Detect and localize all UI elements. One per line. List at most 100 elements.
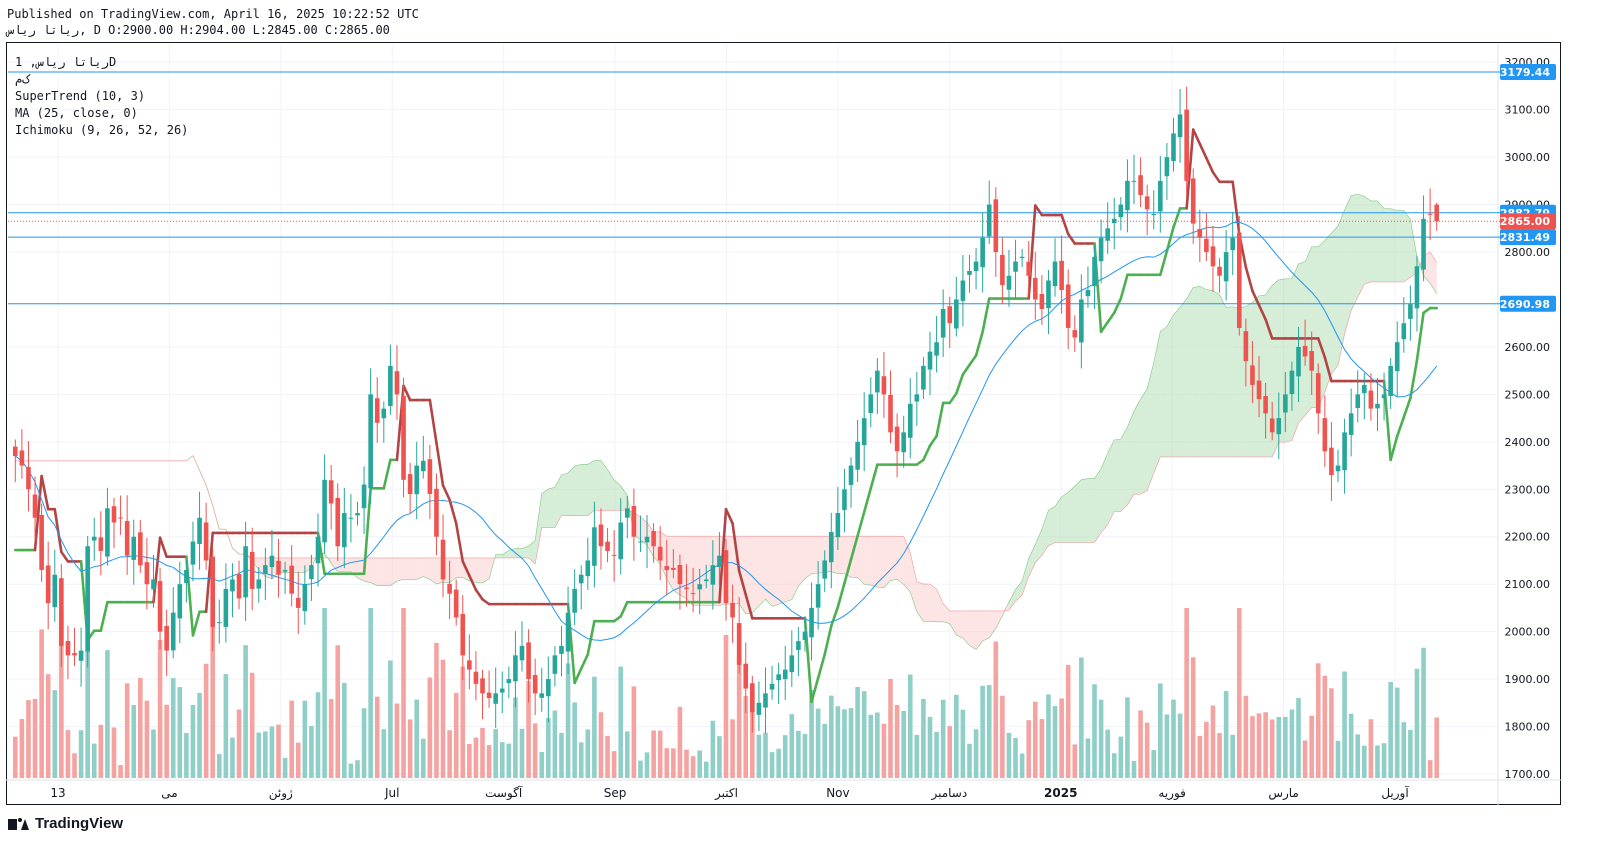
volume-bar — [1072, 744, 1078, 778]
volume-bar — [434, 642, 439, 778]
volume-bar — [78, 730, 84, 778]
supertrend-segment — [1099, 320, 1109, 334]
volume-bar — [269, 726, 275, 778]
ichimoku-cloud-segment — [429, 557, 437, 585]
candle-body — [828, 532, 834, 563]
candle-body — [1276, 418, 1282, 435]
legend-ichimoku[interactable]: Ichimoku (9, 26, 52, 26) — [15, 123, 189, 137]
x-tick-label: دسامبر — [930, 786, 967, 801]
candle-body — [302, 584, 308, 612]
price-tag-box — [1500, 295, 1556, 312]
ichimoku-cloud-segment — [1272, 279, 1279, 457]
candle-body — [1408, 304, 1413, 319]
candle-body — [65, 640, 71, 656]
candle-body — [124, 521, 130, 556]
volume-bar — [888, 679, 893, 778]
candle-body — [1046, 280, 1051, 309]
candle-body — [381, 408, 387, 419]
y-tick-label: 2800.00 — [1505, 246, 1551, 259]
volume-bar — [651, 730, 656, 778]
y-tick-label: 2200.00 — [1505, 531, 1551, 544]
supertrend-segment — [579, 653, 590, 670]
volume-bar — [460, 666, 466, 778]
volume-bar — [657, 730, 663, 778]
ichimoku-cloud-segment — [1226, 306, 1233, 457]
candle-body — [578, 574, 584, 584]
candle-body — [1368, 390, 1374, 409]
candle-body — [1381, 394, 1387, 399]
volume-bar — [822, 723, 828, 778]
volume-bar — [1000, 695, 1005, 778]
volume-bar — [736, 655, 742, 778]
candle-body — [315, 536, 321, 564]
ichimoku-cloud-segment — [1186, 287, 1194, 457]
candle-body — [1013, 261, 1018, 272]
candle-body — [730, 602, 735, 618]
supertrend-segment — [836, 581, 846, 609]
ichimoku-cloud-segment — [1239, 306, 1246, 457]
candle-body — [703, 579, 709, 582]
candle-body — [723, 550, 729, 604]
volume-bar — [967, 743, 972, 778]
volume-bar — [1197, 735, 1203, 778]
candle-body — [230, 579, 235, 592]
volume-bar — [368, 608, 373, 778]
volume-bar — [315, 692, 321, 778]
volume-bar — [361, 708, 367, 778]
supertrend-segment — [1257, 303, 1267, 321]
x-tick-label: Jul — [384, 786, 399, 800]
candle-body — [1204, 238, 1209, 253]
ichimoku-cloud-segment — [897, 536, 904, 585]
supertrend-segment — [612, 615, 623, 623]
legend-supertrend[interactable]: SuperTrend (10, 3) — [15, 89, 146, 103]
candle-body — [269, 555, 275, 568]
ichimoku-cloud-segment — [396, 557, 404, 582]
candle-body — [710, 565, 716, 585]
candle-body — [1079, 299, 1084, 343]
tradingview-logo[interactable]: TradingView — [8, 815, 123, 832]
volume-bar — [750, 690, 755, 778]
ichimoku-cloud-segment — [1403, 210, 1411, 282]
ichimoku-cloud-segment — [857, 536, 865, 585]
volume-bar — [440, 659, 446, 778]
volume-bar — [1125, 697, 1130, 778]
volume-bar — [868, 714, 874, 778]
volume-bar — [1105, 729, 1110, 778]
legend-ma[interactable]: MA (25, close, 0) — [15, 106, 138, 120]
supertrend-segment — [1211, 171, 1221, 184]
candle-body — [210, 556, 216, 627]
y-tick-label: 2000.00 — [1505, 626, 1551, 639]
ichimoku-cloud-segment — [1015, 580, 1023, 602]
ichimoku-cloud-segment — [1120, 427, 1128, 512]
candle-body — [1296, 346, 1301, 377]
volume-bar — [875, 712, 880, 778]
candle-body — [1388, 365, 1393, 397]
x-tick-label: آوریل — [1381, 785, 1409, 801]
volume-bar — [236, 709, 242, 778]
candle-body — [276, 560, 281, 575]
y-tick-label: 2300.00 — [1505, 483, 1551, 496]
ichimoku-cloud-segment — [989, 610, 996, 638]
candle-body — [605, 541, 610, 551]
ichimoku-cloud-segment — [1147, 362, 1154, 491]
candle-body — [151, 579, 156, 590]
volume-bar — [1151, 750, 1157, 778]
volume-bar — [1032, 701, 1038, 778]
supertrend-segment — [1231, 180, 1241, 236]
volume-bar — [539, 752, 545, 778]
candle-body — [592, 527, 597, 566]
candle-body — [1039, 293, 1045, 309]
volume-bar — [1210, 705, 1216, 778]
candle-body — [480, 678, 485, 694]
y-tick-label: 3100.00 — [1505, 104, 1551, 117]
ichimoku-cloud-segment — [423, 557, 430, 580]
volume-bar — [940, 699, 946, 778]
candle-body — [835, 513, 841, 538]
price-tag-box — [1500, 63, 1556, 80]
ichimoku-cloud-segment — [1193, 286, 1200, 457]
volume-bar — [506, 743, 512, 778]
ichimoku-cloud-segment — [811, 536, 819, 574]
candle-body — [1151, 214, 1157, 216]
ichimoku-cloud-segment — [1410, 219, 1417, 278]
